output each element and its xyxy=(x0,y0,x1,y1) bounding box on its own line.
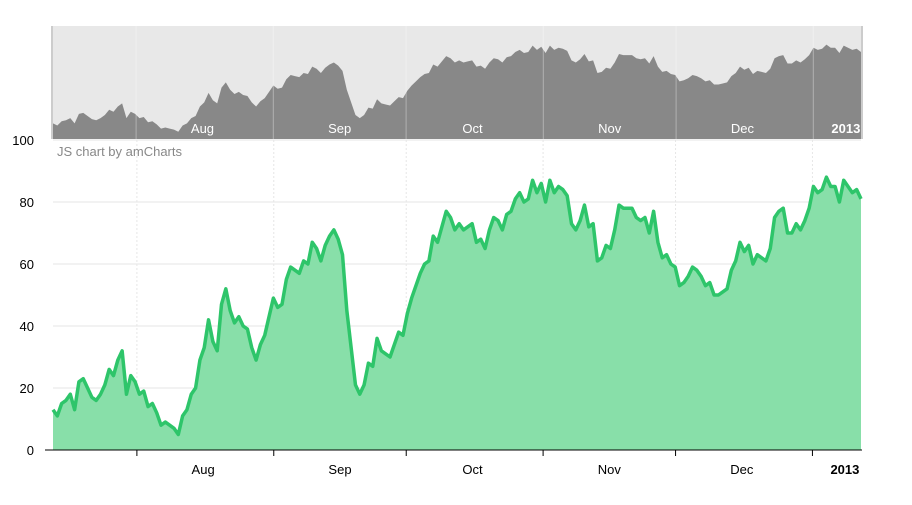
scrollbar-grid xyxy=(135,26,814,139)
x-tick-label: Nov xyxy=(598,462,622,477)
y-tick-label: 80 xyxy=(20,195,34,210)
scrollbar-left-handle[interactable] xyxy=(51,26,53,139)
axes xyxy=(45,449,862,456)
x-tick-label: Sep xyxy=(328,462,351,477)
x-tick-label: Dec xyxy=(730,462,754,477)
x-tick-label: Oct xyxy=(462,462,483,477)
x-axis-tick-labels: Aug Sep Oct Nov Dec 2013 xyxy=(192,462,860,477)
scrollbar-month-label: Sep xyxy=(328,121,351,136)
x-tick-label: Aug xyxy=(192,462,215,477)
scrollbar-month-label: Oct xyxy=(462,121,483,136)
y-tick-label: 0 xyxy=(27,443,34,458)
scrollbar-month-label: Dec xyxy=(731,121,755,136)
scrollbar-right-handle[interactable] xyxy=(861,26,863,139)
scrollbar-series-area xyxy=(53,44,861,139)
scrollbar-month-label: 2013 xyxy=(831,121,860,136)
scrollbar-month-label: Aug xyxy=(191,121,214,136)
credits-label[interactable]: JS chart by amCharts xyxy=(57,144,182,159)
x-tick-label: 2013 xyxy=(830,462,859,477)
series-area xyxy=(51,175,863,450)
scrollbar-area xyxy=(53,44,861,139)
series-area-fill xyxy=(53,177,861,450)
y-tick-label: 60 xyxy=(20,257,34,272)
scrollbar-month-labels: Aug Sep Oct Nov Dec 2013 xyxy=(191,121,860,136)
y-tick-label: 20 xyxy=(20,381,34,396)
scrollbar-month-label: Nov xyxy=(598,121,622,136)
y-tick-label: 40 xyxy=(20,319,34,334)
series-line[interactable] xyxy=(51,175,863,437)
y-axis-tick-labels: 0 20 40 60 80 100 xyxy=(12,133,34,458)
y-tick-label: 100 xyxy=(12,133,34,148)
